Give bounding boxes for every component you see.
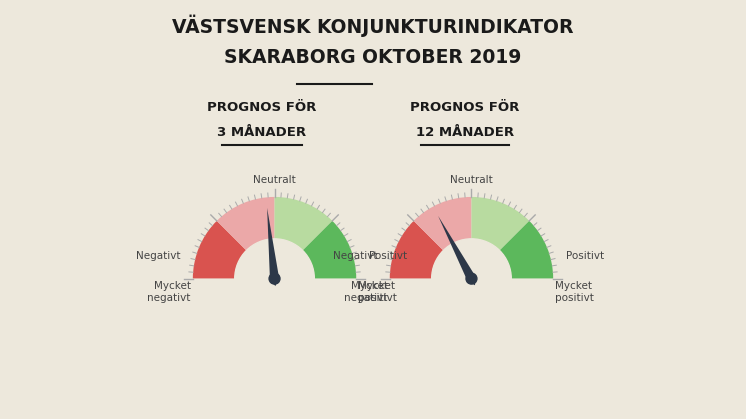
- Polygon shape: [438, 216, 475, 285]
- Text: Neutralt: Neutralt: [450, 175, 493, 185]
- Text: 12 MÅNADER: 12 MÅNADER: [416, 126, 514, 139]
- Wedge shape: [369, 279, 574, 381]
- Text: Mycket
negativt: Mycket negativt: [148, 281, 191, 303]
- Wedge shape: [192, 221, 246, 279]
- Wedge shape: [217, 197, 275, 251]
- Text: Positivt: Positivt: [565, 251, 604, 261]
- Text: Negativt: Negativt: [333, 251, 377, 261]
- Wedge shape: [389, 221, 443, 279]
- Circle shape: [235, 239, 314, 318]
- Text: SKARABORG OKTOBER 2019: SKARABORG OKTOBER 2019: [225, 48, 521, 67]
- Text: Mycket
negativt: Mycket negativt: [345, 281, 388, 303]
- Wedge shape: [500, 221, 554, 279]
- Text: Mycket
positivt: Mycket positivt: [358, 281, 397, 303]
- Circle shape: [432, 239, 511, 318]
- Circle shape: [269, 273, 280, 284]
- Circle shape: [466, 273, 477, 284]
- Polygon shape: [267, 208, 279, 286]
- Wedge shape: [275, 197, 332, 251]
- Text: PROGNOS FÖR: PROGNOS FÖR: [207, 101, 316, 114]
- Wedge shape: [172, 279, 377, 381]
- Text: VÄSTSVENSK KONJUNKTURINDIKATOR: VÄSTSVENSK KONJUNKTURINDIKATOR: [172, 15, 574, 37]
- Text: Negativt: Negativt: [136, 251, 181, 261]
- Text: Positivt: Positivt: [369, 251, 407, 261]
- Text: Neutralt: Neutralt: [253, 175, 296, 185]
- Text: 3 MÅNADER: 3 MÅNADER: [217, 126, 307, 139]
- Wedge shape: [303, 221, 357, 279]
- Text: PROGNOS FÖR: PROGNOS FÖR: [410, 101, 520, 114]
- Wedge shape: [414, 197, 471, 251]
- Text: Mycket
positivt: Mycket positivt: [555, 281, 594, 303]
- Wedge shape: [471, 197, 529, 251]
